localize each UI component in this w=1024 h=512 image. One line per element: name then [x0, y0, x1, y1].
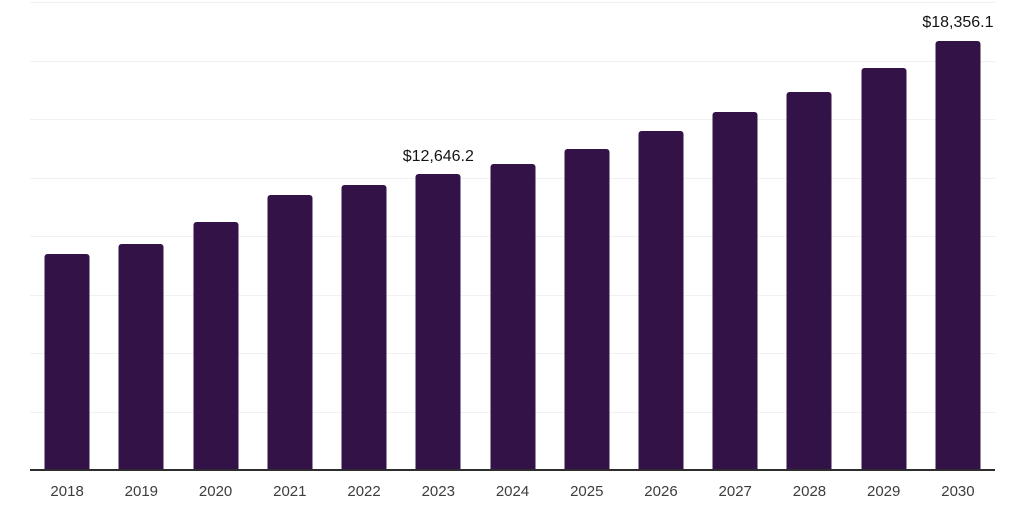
bar-2018[interactable]: [44, 253, 90, 470]
bar-column-2025: [550, 2, 624, 470]
x-tick-label-2020: 2020: [198, 483, 233, 500]
bar-2028[interactable]: [786, 91, 832, 470]
bar-2023[interactable]: [415, 174, 461, 470]
bar-2024[interactable]: [490, 163, 536, 470]
x-axis-tick-labels: 2018 2019 2020 2021 2022 2023 2024 2025 2026 2027…: [30, 483, 995, 501]
bar-value-label-2030: $18,356.1: [922, 14, 994, 32]
bar-column-2024: [475, 2, 549, 470]
bar-column-2030: $18,356.1: [921, 2, 995, 470]
bar-column-2019: [104, 2, 178, 470]
bar-2027[interactable]: [712, 111, 758, 470]
bar-2029[interactable]: [861, 67, 907, 470]
plot-area: $12,646.2 $18,356.1: [30, 2, 995, 470]
bars-container: $12,646.2 $18,356.1: [30, 2, 995, 470]
bar-column-2022: [327, 2, 401, 470]
bar-value-label-2023: $12,646.2: [402, 148, 474, 166]
x-tick-label-2019: 2019: [124, 483, 159, 500]
bar-2022[interactable]: [341, 185, 387, 470]
bar-column-2020: [178, 2, 252, 470]
bar-2020[interactable]: [193, 222, 239, 470]
bar-2026[interactable]: [638, 130, 684, 470]
x-tick-label-2023: 2023: [421, 483, 455, 500]
gridline-20000: [30, 2, 995, 3]
x-tick-label-2030: 2030: [941, 483, 975, 500]
x-tick-label-2021: 2021: [273, 483, 307, 500]
bar-column-2028: [772, 2, 846, 470]
x-axis-line: [30, 469, 995, 471]
bar-column-2023: $12,646.2: [401, 2, 475, 470]
bar-2019[interactable]: [118, 244, 164, 470]
x-tick-label-2022: 2022: [347, 483, 381, 500]
bar-column-2027: [698, 2, 772, 470]
bar-column-2029: [847, 2, 921, 470]
gridline-15000: [30, 119, 995, 120]
x-tick-label-2027: 2027: [718, 483, 752, 500]
x-tick-label-2029: 2029: [867, 483, 901, 500]
x-tick-label-2018: 2018: [50, 483, 84, 500]
x-tick-label-2028: 2028: [792, 483, 827, 500]
bar-2025[interactable]: [564, 149, 610, 470]
gridline-17500: [30, 60, 995, 62]
bar-column-2021: [253, 2, 327, 470]
x-tick-label-2026: 2026: [644, 483, 678, 500]
bar-column-2026: [624, 2, 698, 470]
bar-column-2018: [30, 2, 104, 470]
x-tick-label-2025: 2025: [570, 483, 604, 500]
x-tick-label-2024: 2024: [495, 483, 530, 500]
bar-2021[interactable]: [267, 194, 313, 470]
bar-2030[interactable]: [935, 40, 981, 470]
